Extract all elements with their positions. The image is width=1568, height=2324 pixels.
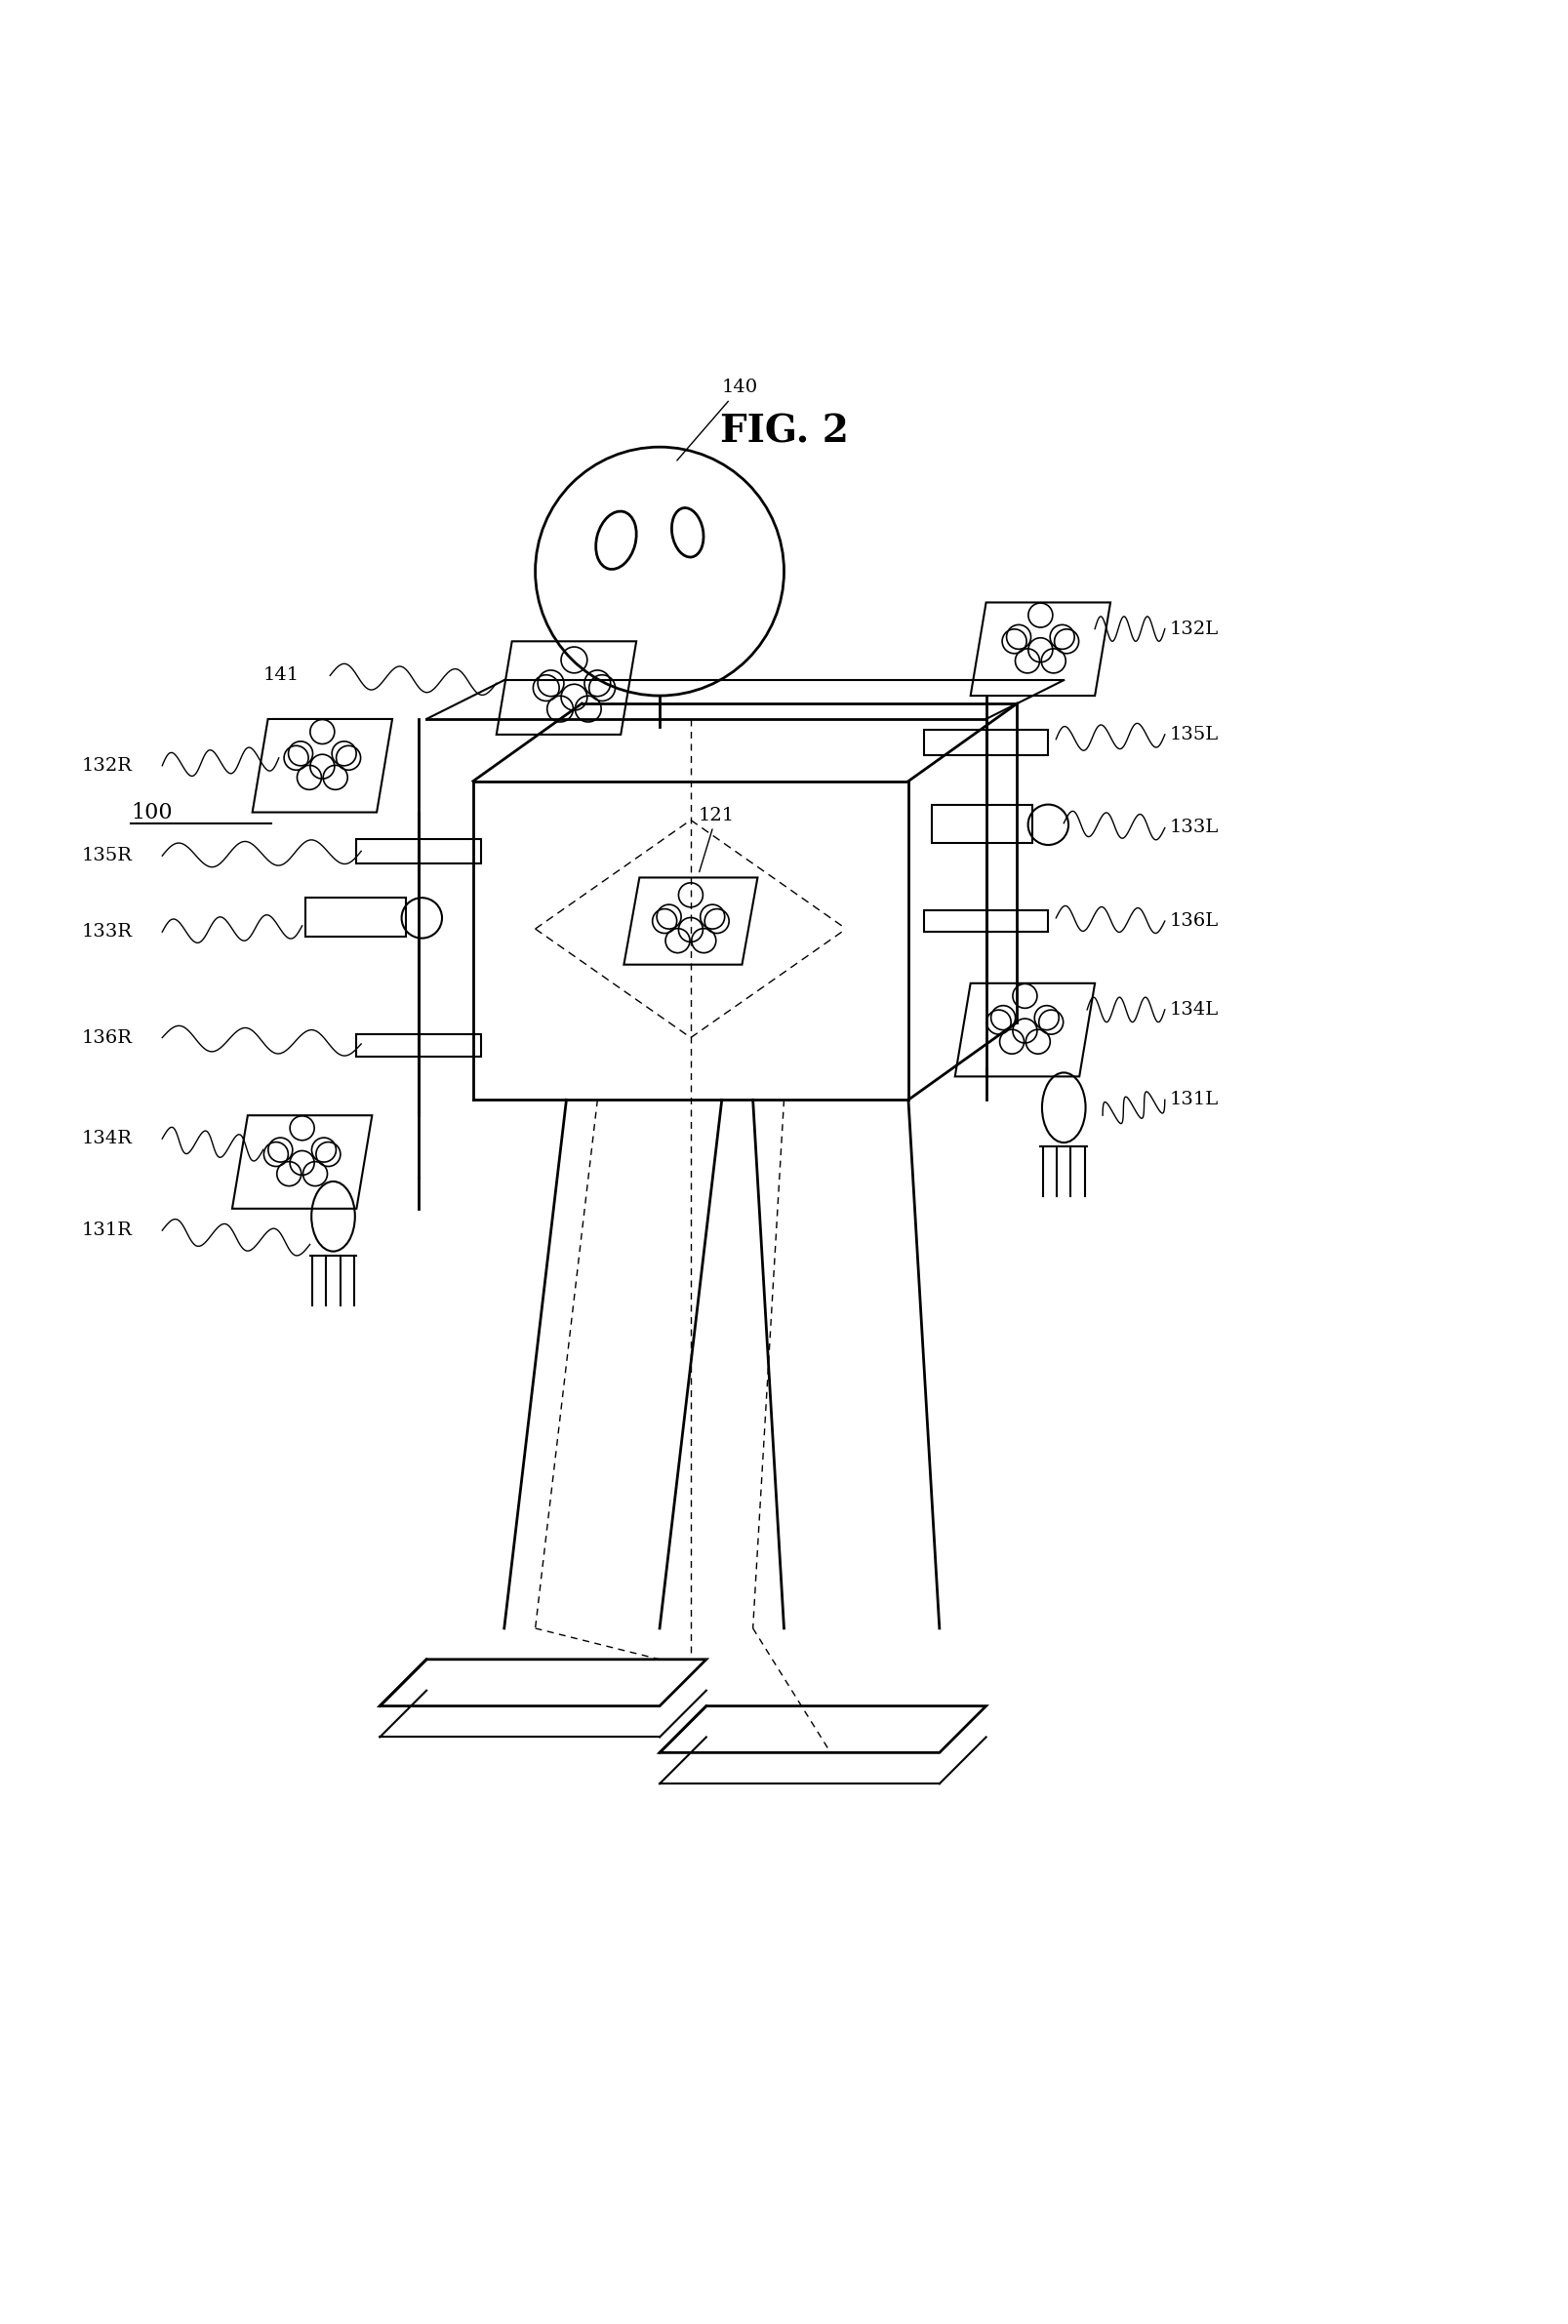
- Text: 135L: 135L: [1170, 725, 1218, 744]
- Text: 133L: 133L: [1170, 818, 1218, 837]
- Text: 131L: 131L: [1170, 1090, 1218, 1109]
- Text: 135R: 135R: [82, 846, 132, 865]
- Text: 133R: 133R: [82, 923, 132, 941]
- Text: 141: 141: [263, 667, 299, 683]
- Text: 136R: 136R: [82, 1030, 132, 1046]
- Text: 121: 121: [698, 806, 735, 872]
- Text: 132R: 132R: [82, 758, 132, 774]
- Text: 131R: 131R: [82, 1222, 132, 1239]
- Text: 132L: 132L: [1170, 621, 1218, 637]
- Text: 140: 140: [677, 379, 757, 460]
- Text: 100: 100: [132, 802, 172, 823]
- Text: 134R: 134R: [82, 1129, 132, 1148]
- Text: 136L: 136L: [1170, 913, 1218, 930]
- Text: FIG. 2: FIG. 2: [720, 414, 848, 451]
- Text: 134L: 134L: [1170, 1002, 1218, 1018]
